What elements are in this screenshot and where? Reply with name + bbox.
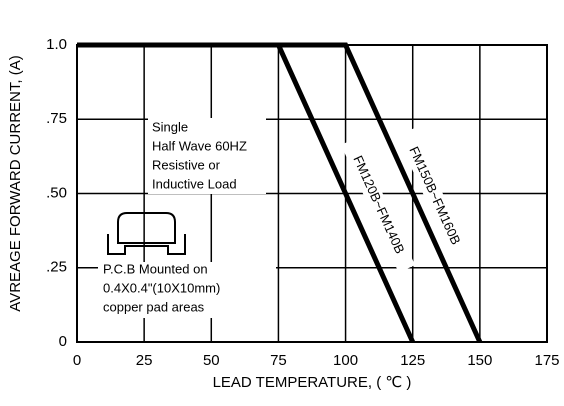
x-tick-label: 75 (270, 352, 287, 369)
annotation: copper pad areas (103, 299, 205, 314)
annotation: P.C.B Mounted on (103, 261, 208, 276)
annotation: Half Wave 60HZ (152, 138, 247, 153)
annotation: Single (152, 119, 188, 134)
package-icon (108, 213, 185, 254)
annotation: Resistive or (152, 157, 221, 172)
annotation: 0.4X0.4"(10X10mm) (103, 280, 220, 295)
y-tick-label: 1.0 (46, 36, 67, 53)
y-axis-label: AVREAGE FORWARD CURRENT, (A) (7, 55, 24, 311)
x-axis-label: LEAD TEMPERATURE, ( ℃ ) (213, 374, 412, 391)
grid (77, 45, 547, 342)
y-tick-label: .25 (46, 259, 67, 276)
x-tick-label: 25 (136, 352, 153, 369)
x-tick-label: 0 (73, 352, 81, 369)
y-tick-label: 0 (59, 333, 67, 350)
x-tick-label: 150 (467, 352, 492, 369)
x-tick-label: 50 (203, 352, 220, 369)
x-tick-label: 100 (333, 352, 358, 369)
x-tick-label: 175 (534, 352, 559, 369)
y-tick-label: .75 (46, 110, 67, 127)
y-tick-label: .50 (46, 184, 67, 201)
annotation: Inductive Load (152, 176, 237, 191)
x-tick-label: 125 (400, 352, 425, 369)
chart: 0 25 50 75 100 125 150 175 0 .25 .50 .75 1.0 Single Ha… (0, 0, 564, 401)
